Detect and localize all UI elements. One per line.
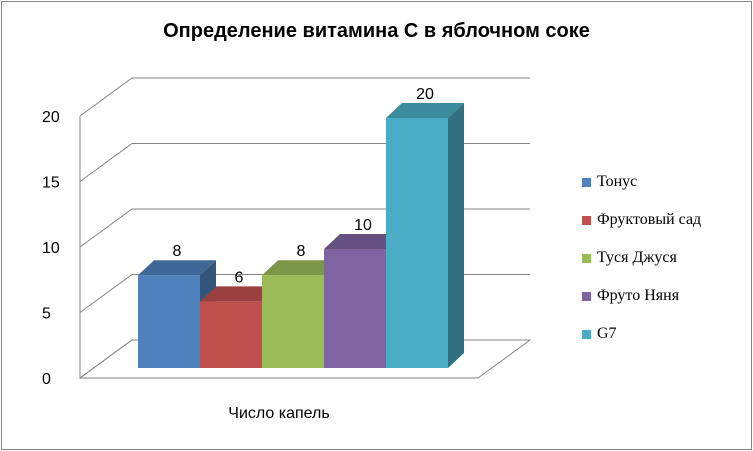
legend-label: Фруктовый сад — [597, 211, 702, 228]
bar-top — [262, 260, 340, 276]
legend-label: Фруто Няня — [597, 287, 680, 304]
y-tick-label: 20 — [42, 109, 60, 126]
bar-front — [324, 249, 386, 368]
y-tick-label: 15 — [42, 175, 60, 192]
bar-5 — [386, 103, 464, 368]
bar-top — [200, 286, 278, 302]
bar-top — [324, 234, 402, 249]
bar-front — [200, 301, 262, 368]
chart-legend: Тонус Фруктовый сад Туся Джуся Фруто Няня G7 — [582, 163, 701, 353]
bar-front — [138, 275, 200, 368]
y-tick-label: 0 — [42, 371, 51, 388]
bar-top — [138, 260, 216, 276]
y-tick-label: 10 — [42, 240, 60, 257]
y-tick-label: 5 — [42, 306, 51, 323]
legend-item: Фруто Няня — [582, 277, 701, 315]
legend-item: Фруктовый сад — [582, 201, 701, 239]
data-label: 8 — [297, 243, 306, 260]
legend-item: Тонус — [582, 163, 701, 201]
data-label: 6 — [235, 269, 244, 286]
bar-side — [448, 103, 464, 368]
legend-swatch — [582, 253, 591, 263]
legend-label: G7 — [597, 325, 617, 342]
data-label: 20 — [416, 86, 434, 103]
legend-swatch — [582, 329, 591, 339]
legend-item: G7 — [582, 315, 701, 353]
legend-item: Туся Джуся — [582, 239, 701, 277]
data-label: 10 — [354, 217, 372, 234]
bar-front — [386, 118, 448, 368]
legend-label: Тонус — [597, 173, 638, 190]
legend-swatch — [582, 291, 591, 301]
bar-2 — [200, 286, 278, 368]
gridline — [79, 77, 530, 117]
chart-title: Определение витамина С в яблочном соке — [163, 20, 590, 42]
legend-label: Туся Джуся — [597, 249, 677, 266]
data-label: 8 — [173, 243, 182, 260]
bar-front — [262, 275, 324, 368]
legend-swatch — [582, 215, 591, 225]
bar-top — [386, 103, 464, 118]
x-axis-label: Число капель — [228, 405, 329, 422]
legend-swatch — [582, 177, 591, 187]
